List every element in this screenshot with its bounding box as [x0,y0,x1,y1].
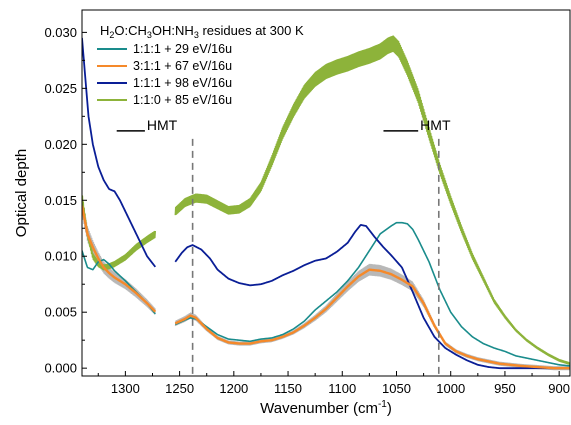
legend-label: 1:1:1 + 98 eV/16u [133,76,232,90]
series-line [82,37,570,370]
x-tick-label: 900 [548,381,570,396]
x-tick-label: 1150 [274,381,302,396]
x-tick-label: 1050 [382,381,411,396]
x-tick-label: 950 [494,381,516,396]
x-tick-label: 1200 [219,381,248,396]
axis-layer: 1300 1250 1200 1150 1100 1050 1000 950 900 0.000 0… [44,25,570,396]
legend-label: 1:1:1 + 29 eV/16u [133,42,232,56]
series-line [82,205,570,370]
x-axis-title: Wavenumber (cm-1) [260,399,392,417]
chart-title: H2O:CH3OH:NH3 residues at 300 K [100,23,304,40]
hmt-label: HMT [420,117,451,133]
legend-label: 1:1:0 + 85 eV/16u [133,93,232,107]
legend: 1:1:1 + 29 eV/16u 3:1:1 + 67 eV/16u 1:1:1 … [97,42,232,107]
x-tick-label: 1100 [328,381,356,396]
y-tick-label: 0.005 [44,305,77,320]
series-line [82,35,570,365]
x-tick-label: 1250 [165,381,194,396]
series-layer [82,35,570,371]
y-axis-title: Optical depth [13,149,30,237]
y-tick-label: 0.015 [44,193,77,208]
plot-frame [81,9,571,377]
y-tick-label: 0.025 [44,81,77,96]
legend-label: 3:1:1 + 67 eV/16u [133,59,232,73]
series-line [82,221,570,367]
y-tick-label: 0.000 [44,361,77,376]
y-tick-label: 0.030 [44,25,77,40]
x-tick-label: 1000 [436,381,465,396]
hmt-label: HMT [147,117,178,133]
y-tick-label: 0.010 [44,249,77,264]
y-tick-label: 0.020 [44,137,77,152]
annotation-layer: HMT HMT [116,117,451,376]
x-tick-label: 1300 [111,381,140,396]
series-noise-line [82,198,570,371]
